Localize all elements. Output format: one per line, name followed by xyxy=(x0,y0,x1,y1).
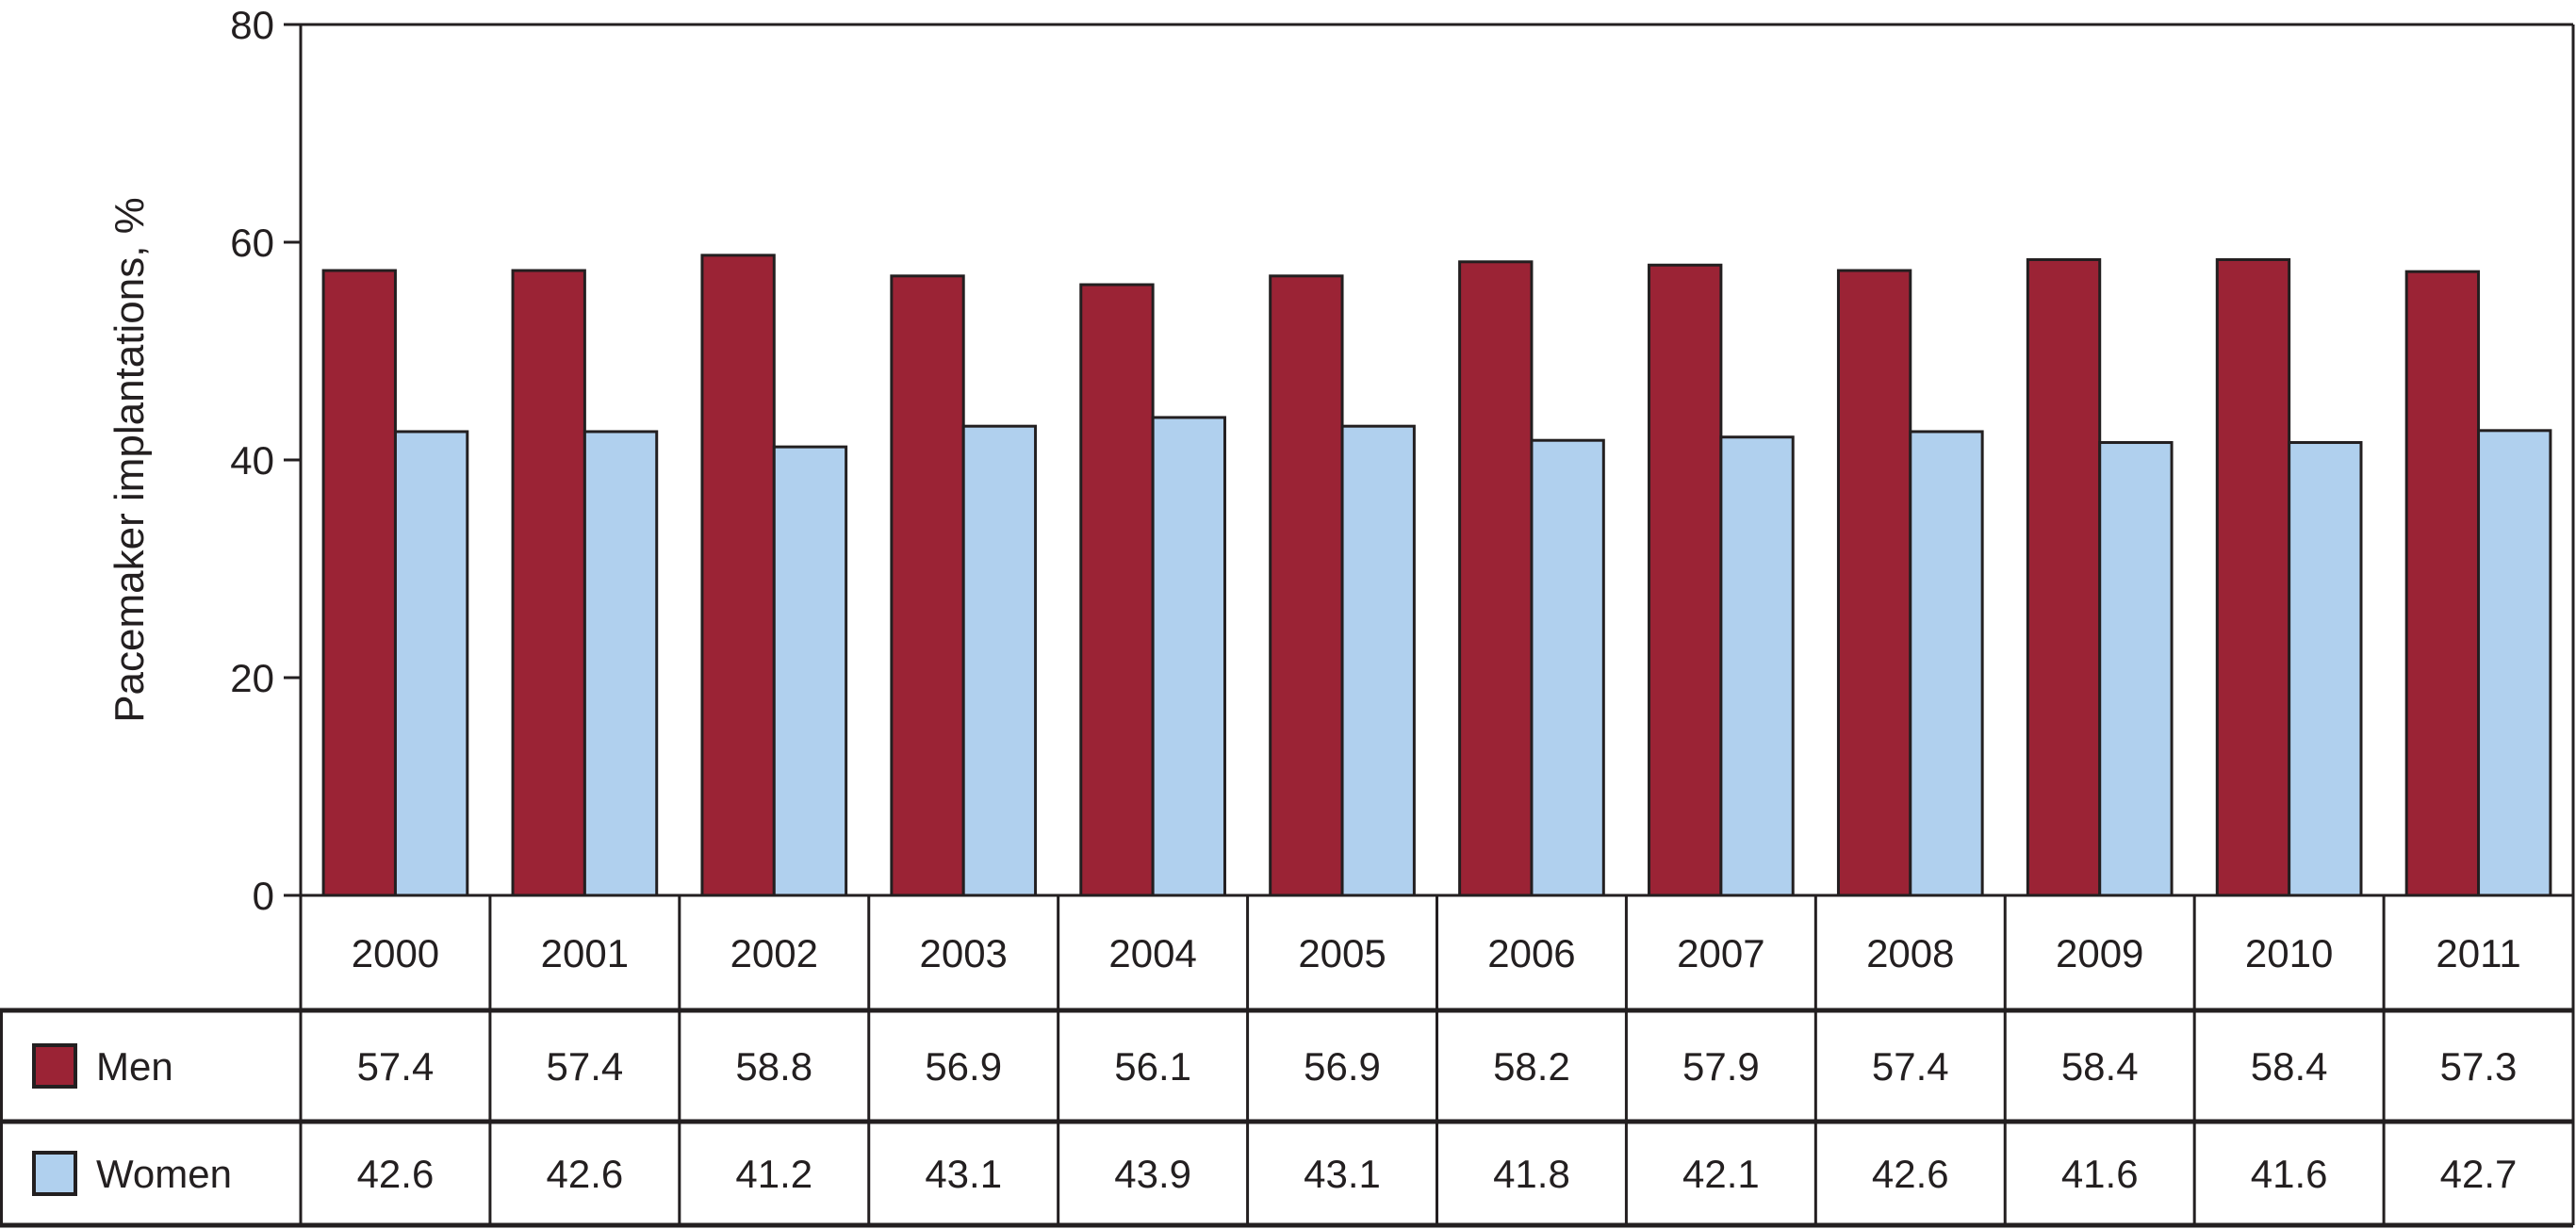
bar-women-2000 xyxy=(393,430,469,897)
data-label-women: 41.2 xyxy=(735,1152,812,1196)
data-label-men: 57.9 xyxy=(1682,1044,1760,1089)
bar-women-2009 xyxy=(2098,441,2174,897)
y-axis-label: Pacemaker implantations, % xyxy=(107,197,153,723)
legend-label-men: Men xyxy=(96,1044,173,1089)
y-tick-label: 0 xyxy=(253,874,274,918)
data-label-women: 42.6 xyxy=(357,1152,435,1196)
bar-men-2000 xyxy=(321,269,397,897)
y-tick-label: 60 xyxy=(230,221,274,265)
x-tick-label: 2006 xyxy=(1487,931,1575,975)
data-label-men: 58.4 xyxy=(2061,1044,2139,1089)
x-tick-label: 2009 xyxy=(2056,931,2143,975)
data-label-women: 43.1 xyxy=(1304,1152,1381,1196)
bar-women-2010 xyxy=(2288,441,2363,897)
data-label-men: 58.8 xyxy=(735,1044,812,1089)
bar-women-2008 xyxy=(1909,430,1984,897)
bar-men-2005 xyxy=(1269,274,1344,897)
x-tick-label: 2001 xyxy=(541,931,629,975)
data-label-women: 43.9 xyxy=(1114,1152,1191,1196)
bar-men-2002 xyxy=(700,254,776,897)
data-label-women: 41.6 xyxy=(2061,1152,2139,1196)
bar-men-2009 xyxy=(2026,257,2102,897)
bar-women-2005 xyxy=(1340,424,1416,897)
data-label-women: 43.1 xyxy=(925,1152,1002,1196)
y-tick-label: 80 xyxy=(230,3,274,47)
y-tick-label: 40 xyxy=(230,438,274,483)
bar-men-2011 xyxy=(2404,270,2481,897)
x-tick-label: 2002 xyxy=(730,931,818,975)
x-tick-label: 2007 xyxy=(1677,931,1764,975)
bar-women-2001 xyxy=(582,430,659,897)
legend-label-women: Women xyxy=(96,1152,232,1196)
data-label-men: 57.3 xyxy=(2440,1044,2518,1089)
data-label-men: 57.4 xyxy=(1872,1044,1949,1089)
data-label-men: 56.9 xyxy=(1304,1044,1381,1089)
data-label-women: 41.8 xyxy=(1493,1152,1570,1196)
bar-men-2008 xyxy=(1836,269,1912,897)
bars xyxy=(321,254,2552,897)
legend-swatch-men xyxy=(32,1043,77,1089)
bar-men-2006 xyxy=(1458,260,1534,897)
x-tick-label: 2010 xyxy=(2245,931,2333,975)
bar-women-2011 xyxy=(2477,429,2552,897)
bar-men-2010 xyxy=(2215,257,2291,897)
data-label-women: 42.6 xyxy=(1872,1152,1949,1196)
data-label-women: 42.6 xyxy=(547,1152,624,1196)
data-table: 2000 57.4 42.6 2001 57.4 42.6 2002 58.8 41.2 2003… xyxy=(0,895,2573,1228)
data-label-women: 42.7 xyxy=(2440,1152,2518,1196)
data-label-men: 58.2 xyxy=(1493,1044,1570,1089)
bar-women-2003 xyxy=(961,424,1038,897)
bar-women-2007 xyxy=(1719,435,1795,897)
bar-men-2001 xyxy=(511,269,586,897)
x-tick-label: 2004 xyxy=(1108,931,1196,975)
x-tick-label: 2011 xyxy=(2436,931,2520,975)
bar-men-2003 xyxy=(890,274,965,897)
x-tick-label: 2003 xyxy=(919,931,1007,975)
x-tick-label: 2008 xyxy=(1866,931,1954,975)
bar-men-2004 xyxy=(1079,283,1155,897)
y-tick-label: 20 xyxy=(230,656,274,700)
data-label-men: 56.9 xyxy=(925,1044,1002,1089)
data-label-women: 41.6 xyxy=(2251,1152,2328,1196)
data-label-women: 42.1 xyxy=(1682,1152,1760,1196)
legend-swatch-women xyxy=(32,1151,77,1196)
x-tick-label: 2000 xyxy=(352,931,439,975)
data-label-men: 58.4 xyxy=(2251,1044,2328,1089)
data-label-men: 57.4 xyxy=(357,1044,435,1089)
bar-women-2002 xyxy=(772,445,848,897)
data-label-men: 57.4 xyxy=(547,1044,624,1089)
bar-women-2006 xyxy=(1530,438,1605,897)
data-label-men: 56.1 xyxy=(1114,1044,1191,1089)
bar-men-2007 xyxy=(1648,263,1723,897)
x-tick-label: 2005 xyxy=(1298,931,1386,975)
bar-women-2004 xyxy=(1151,416,1226,897)
